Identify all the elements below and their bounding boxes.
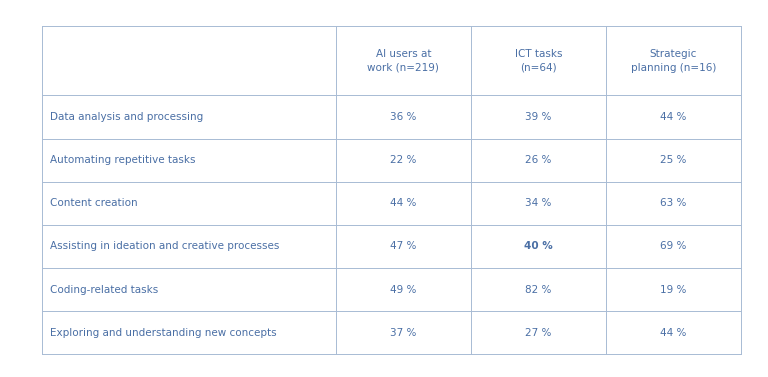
Text: 44 %: 44 % xyxy=(390,198,416,208)
Text: 37 %: 37 % xyxy=(390,328,416,338)
Text: 44 %: 44 % xyxy=(660,112,687,122)
Text: Coding-related tasks: Coding-related tasks xyxy=(50,285,158,295)
Text: ICT tasks
(n=64): ICT tasks (n=64) xyxy=(515,49,562,72)
Text: Content creation: Content creation xyxy=(50,198,137,208)
Text: 36 %: 36 % xyxy=(390,112,416,122)
Text: 44 %: 44 % xyxy=(660,328,687,338)
Text: 40 %: 40 % xyxy=(524,242,553,251)
Text: Automating repetitive tasks: Automating repetitive tasks xyxy=(50,155,195,165)
Text: AI users at
work (n=219): AI users at work (n=219) xyxy=(367,49,439,72)
Text: 27 %: 27 % xyxy=(525,328,551,338)
Text: Strategic
planning (n=16): Strategic planning (n=16) xyxy=(631,49,717,72)
Text: 19 %: 19 % xyxy=(660,285,687,295)
Text: 26 %: 26 % xyxy=(525,155,551,165)
Text: 22 %: 22 % xyxy=(390,155,416,165)
Text: 63 %: 63 % xyxy=(660,198,687,208)
Text: 39 %: 39 % xyxy=(525,112,551,122)
Text: Exploring and understanding new concepts: Exploring and understanding new concepts xyxy=(50,328,276,338)
Text: Data analysis and processing: Data analysis and processing xyxy=(50,112,204,122)
Text: 49 %: 49 % xyxy=(390,285,416,295)
Text: 25 %: 25 % xyxy=(660,155,687,165)
Text: 47 %: 47 % xyxy=(390,242,416,251)
Text: 69 %: 69 % xyxy=(660,242,687,251)
Text: Assisting in ideation and creative processes: Assisting in ideation and creative proce… xyxy=(50,242,280,251)
Text: 34 %: 34 % xyxy=(525,198,551,208)
Text: 82 %: 82 % xyxy=(525,285,551,295)
